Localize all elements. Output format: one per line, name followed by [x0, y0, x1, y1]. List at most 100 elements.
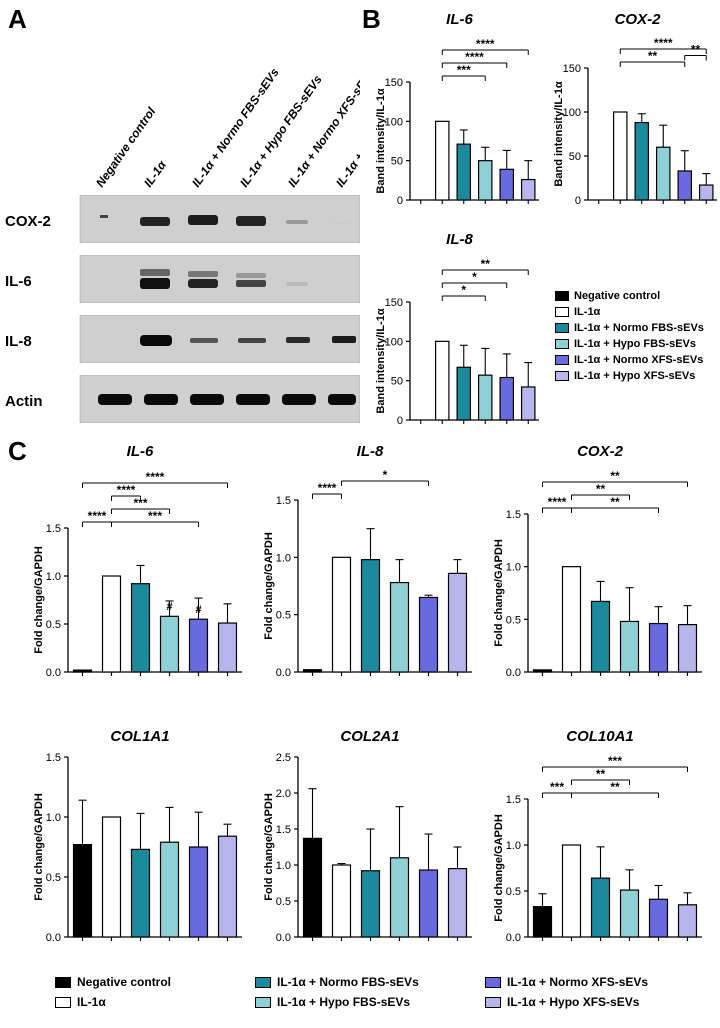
legend-c-label-3: IL-1α: [77, 995, 106, 1009]
bar-4: [678, 171, 691, 200]
chart-title: COL2A1: [340, 728, 399, 745]
y-tick-label: 2.5: [276, 752, 291, 764]
sig-label: **: [610, 469, 620, 483]
blot-membrane-il6: [80, 255, 360, 303]
blot-membrane-il8: [80, 315, 360, 363]
panel-c-legend: Negative control IL-1α + Normo FBS-sEVs …: [55, 975, 675, 1009]
hash-marker-4: #: [195, 604, 201, 616]
panel-a-container: Negative control IL-1α IL-1α + Normo FBS…: [70, 10, 360, 420]
blot-band-actin-2: [190, 394, 224, 405]
y-tick-label: 100: [385, 116, 403, 128]
blot-band-cox2-0: [100, 215, 108, 218]
blot-band-il8-1: [140, 335, 172, 346]
chart-svg: COX-2050100150Band intensity/IL-1α******…: [550, 8, 720, 218]
bar-2: [592, 878, 610, 937]
sig-label: *: [383, 468, 388, 482]
sig-label: ****: [146, 470, 165, 484]
y-tick-label: 1.0: [276, 860, 291, 872]
bar-5: [449, 573, 467, 672]
blot-band-cox2-4: [286, 220, 308, 224]
y-axis-label: Fold change/GAPDH: [493, 539, 505, 647]
chart-title: COL1A1: [110, 728, 169, 745]
blot-label-actin: Actin: [5, 393, 65, 410]
panel-c-chart-col10a1-container: COL10A1 0.0 0.5 1.0 1.5 Fold change/GAPDH *** *…: [490, 725, 710, 955]
legend-c-swatch-0: [55, 977, 71, 988]
panel-b-chart-il8-container: IL-8 0 50 100 150 Band intensity/IL-1α * * **: [372, 228, 547, 438]
sig-label: ***: [457, 63, 471, 77]
y-tick-label: 0.0: [46, 667, 61, 679]
blot-band-il6-3a: [236, 273, 266, 278]
bar-3: [391, 858, 409, 937]
bar-2: [592, 601, 610, 672]
blot-band-cox2-5: [334, 222, 350, 224]
panel-c-chart-il8-container: IL-8 0.0 0.5 1.0 1.5 Fold change/GAPDH **** *: [260, 440, 480, 690]
sig-label: **: [648, 49, 658, 63]
bar-5: [522, 180, 535, 200]
legend-c-item-2: IL-1α + Normo XFS-sEVs: [485, 975, 675, 989]
panel-c-chart-col2a1-container: COL2A1 0.0 0.5 1.0 1.5 2.0 2.5 Fold change/GAPD…: [260, 725, 480, 955]
legend-c-label-0: Negative control: [77, 975, 171, 989]
bar-0: [534, 670, 552, 672]
y-tick-label: 1.5: [46, 523, 61, 535]
chart-svg: IL-8050100150Band intensity/IL-1α****: [372, 228, 547, 438]
blot-label-il6: IL-6: [5, 273, 65, 290]
bar-2: [457, 367, 470, 420]
bar-0: [74, 670, 92, 672]
bar-4: [420, 870, 438, 937]
y-tick-label: 150: [385, 77, 403, 89]
y-tick-label: 0.5: [506, 886, 521, 898]
legend-c-swatch-5: [485, 997, 501, 1008]
legend-c-swatch-3: [55, 997, 71, 1008]
chart-title: IL-6: [127, 443, 154, 460]
sig-label: ****: [465, 50, 484, 64]
blot-band-il8-4: [286, 337, 310, 343]
legend-swatch-2: [555, 323, 569, 333]
panel-b-chart-cox2-container: COX-2 0 50 100 150 Band intensity/IL-1α ** ****…: [550, 8, 720, 218]
y-tick-label: 100: [563, 107, 581, 119]
legend-c-swatch-1: [255, 977, 271, 988]
legend-c-item-4: IL-1α + Hypo FBS-sEVs: [255, 995, 485, 1009]
hash-marker-3: #: [166, 601, 172, 613]
bar-5: [522, 387, 535, 420]
blot-band-actin-1: [144, 394, 178, 405]
bar-4: [190, 847, 208, 937]
blot-band-cox2-1: [140, 217, 170, 226]
bar-0: [304, 670, 322, 672]
y-tick-label: 1.5: [276, 824, 291, 836]
blot-band-il6-1a: [140, 269, 170, 276]
bar-4: [500, 378, 513, 420]
y-tick-label: 0: [397, 195, 403, 207]
y-tick-label: 150: [563, 63, 581, 75]
bar-0: [304, 838, 322, 937]
legend-label-3: IL-1α + Hypo FBS-sEVs: [574, 338, 696, 350]
lane-label-2: IL-1α + Normo FBS-sEVs: [189, 65, 282, 189]
chart-title: IL-8: [357, 443, 384, 460]
sig-label: ****: [476, 37, 495, 51]
y-tick-label: 0.5: [46, 872, 61, 884]
legend-swatch-4: [555, 355, 569, 365]
y-tick-label: 1.5: [506, 509, 521, 521]
y-tick-label: 1.5: [276, 495, 291, 507]
y-axis-label: Fold change/GAPDH: [493, 814, 505, 922]
bar-5: [679, 905, 697, 937]
y-tick-label: 50: [391, 376, 403, 388]
blot-band-il6-3b: [236, 280, 266, 287]
y-tick-label: 0.0: [506, 932, 521, 944]
y-axis-label: Fold change/GAPDH: [33, 546, 45, 654]
blot-band-il8-2: [190, 338, 218, 343]
legend-c-item-0: Negative control: [55, 975, 255, 989]
lane-label-3: IL-1α + Hypo FBS-sEVs: [237, 72, 325, 189]
legend-label-0: Negative control: [574, 290, 660, 302]
bar-2: [362, 871, 380, 937]
bar-1: [333, 865, 351, 937]
y-tick-label: 50: [569, 151, 581, 163]
bar-1: [103, 576, 121, 672]
legend-item-3: IL-1α + Hypo FBS-sEVs: [555, 338, 720, 350]
blot-band-actin-5: [328, 394, 356, 405]
bar-1: [436, 341, 449, 420]
bar-4: [420, 597, 438, 672]
y-tick-label: 0: [575, 195, 581, 207]
y-tick-label: 0.5: [46, 619, 61, 631]
y-axis-label: Fold change/GAPDH: [33, 793, 45, 901]
y-tick-label: 150: [385, 297, 403, 309]
